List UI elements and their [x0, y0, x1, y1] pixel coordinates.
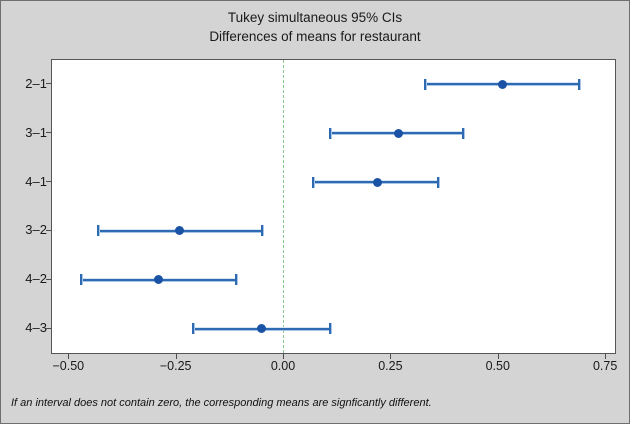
x-axis-label: 0.50	[485, 359, 510, 373]
plot-area	[51, 59, 616, 354]
chart-subtitle: Differences of means for restaurant	[209, 29, 421, 44]
x-axis-tick	[175, 354, 177, 359]
ci-center-point	[257, 324, 267, 334]
ci-interval-cap	[312, 176, 315, 188]
ci-center-point	[154, 275, 163, 285]
ci-center-point	[497, 79, 507, 89]
x-axis-tick	[390, 354, 392, 359]
x-axis-label: 0.75	[592, 359, 618, 373]
y-axis-tick	[46, 132, 51, 134]
ci-interval-cap	[191, 323, 194, 335]
y-axis-label: 3–1	[25, 124, 47, 140]
y-axis-tick	[46, 229, 51, 231]
ci-interval-cap	[462, 127, 465, 139]
y-axis-label: 2–1	[25, 75, 47, 91]
y-axis-tick	[46, 278, 51, 280]
y-axis-tick	[46, 83, 51, 85]
ci-interval-cap	[234, 274, 237, 286]
ci-interval-cap	[80, 274, 83, 286]
x-axis-label: 0.00	[270, 359, 296, 373]
ci-interval-cap	[97, 225, 100, 237]
chart-footnote: If an interval does not contain zero, th…	[11, 397, 432, 409]
ci-interval-cap	[329, 323, 332, 335]
ci-center-point	[373, 177, 383, 187]
x-axis-tick	[68, 354, 70, 359]
x-axis-tick	[283, 354, 285, 359]
ci-interval-cap	[329, 127, 332, 139]
x-axis-label: −0.25	[159, 359, 192, 373]
x-axis-label: 0.25	[378, 359, 403, 373]
x-axis-label: −0.50	[52, 359, 85, 373]
chart-title-block: Tukey simultaneous 95% CIs Differences o…	[1, 8, 629, 46]
y-axis-tick	[46, 181, 51, 183]
ci-interval-cap	[436, 176, 439, 188]
ci-interval-cap	[423, 78, 426, 90]
y-axis-label: 4–2	[25, 271, 47, 287]
y-axis-label: 3–2	[25, 222, 47, 238]
y-axis-label: 4–1	[25, 173, 47, 189]
ci-center-point	[394, 128, 404, 138]
x-axis-tick	[605, 354, 607, 359]
y-axis-label: 4–3	[25, 320, 47, 336]
y-axis-tick	[46, 327, 51, 329]
chart-title: Tukey simultaneous 95% CIs	[227, 10, 403, 25]
ci-interval-cap	[578, 78, 581, 90]
ci-center-point	[175, 226, 185, 236]
zero-reference-line	[283, 60, 285, 353]
x-axis-tick	[497, 354, 499, 359]
ci-interval-cap	[260, 225, 263, 237]
